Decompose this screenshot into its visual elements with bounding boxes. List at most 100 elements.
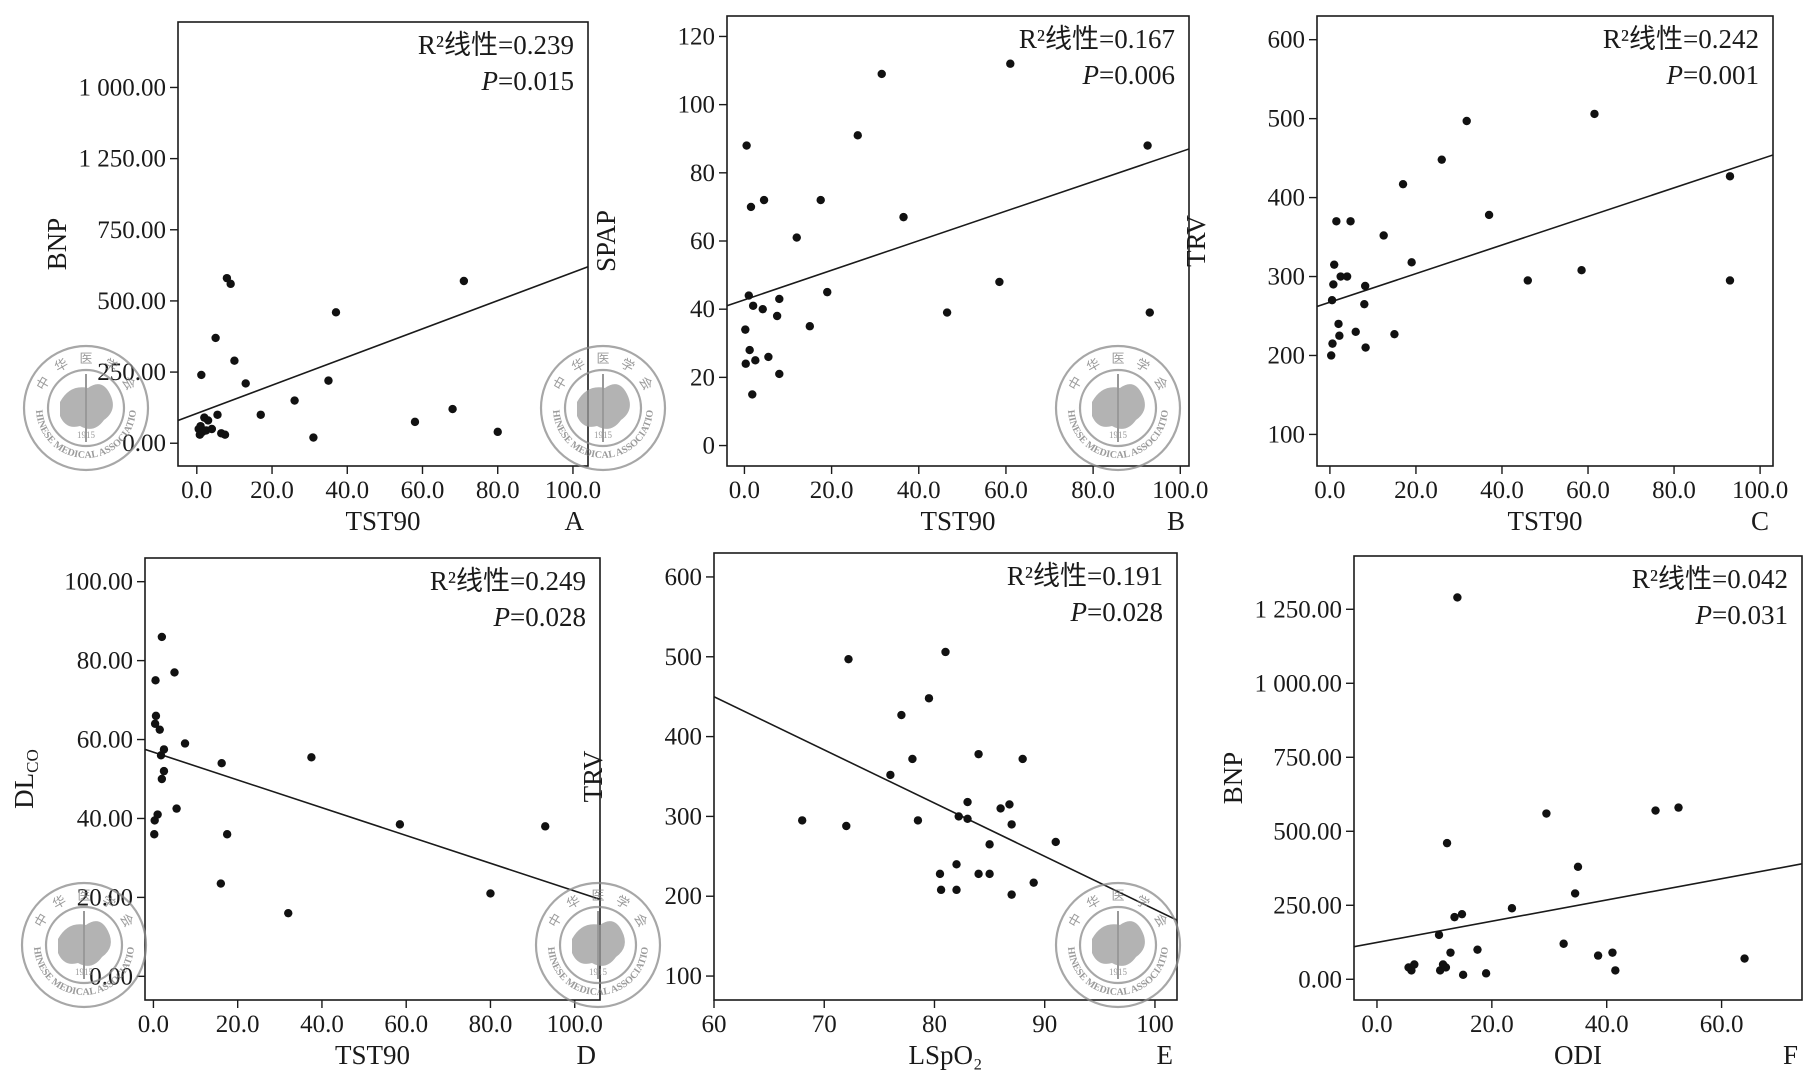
x-tick-label: 80 (922, 1011, 947, 1038)
data-point (908, 754, 917, 764)
data-point (541, 822, 550, 831)
seal-char: 学 (618, 355, 637, 374)
seal-char: 医 (79, 351, 92, 366)
plot-frame (713, 552, 1178, 1001)
panel-label: C (1751, 506, 1769, 536)
regression-line (1354, 863, 1802, 948)
data-point (877, 69, 886, 79)
regression-line (178, 266, 588, 422)
y-tick-label: 200 (1268, 342, 1306, 369)
data-point (150, 830, 159, 839)
y-tick-label: 500.00 (97, 288, 166, 315)
x-axis-title: TST90 (335, 1040, 410, 1070)
data-point (1458, 970, 1468, 980)
data-point (758, 304, 767, 314)
y-tick-label: 0.00 (1298, 966, 1342, 993)
data-point (1336, 272, 1345, 281)
seal-year: 1915 (1109, 430, 1128, 440)
data-point (1360, 299, 1369, 309)
seal-char: 华 (1084, 355, 1103, 374)
seal-char: 中 (545, 911, 564, 930)
seal-char: 中 (550, 374, 569, 393)
chart-panel-a: 0.0 20.0 40.0 60.0 80.0 100.00.00250.00500.00… (42, 21, 601, 536)
x-tick-label: 100 (1136, 1011, 1174, 1038)
data-point (1441, 963, 1451, 972)
panel-label: E (1157, 1040, 1174, 1070)
data-point (853, 131, 862, 140)
data-point (211, 333, 220, 343)
seal-char: 会 (636, 374, 655, 393)
chart-panel-d: 0.0 20.0 40.0 60.0 80.0 100.00.0020.0040.0060… (9, 557, 603, 1070)
y-tick-label: 0.00 (89, 963, 133, 990)
seal-char: 华 (52, 355, 71, 374)
y-tick-label: 300 (665, 803, 703, 830)
data-point (172, 804, 181, 813)
data-point (816, 195, 825, 205)
seal-char: 医 (77, 888, 90, 903)
seal-char: 学 (99, 892, 118, 911)
data-point (1007, 820, 1016, 829)
data-point (493, 427, 502, 437)
y-tick-label: 500 (1268, 106, 1306, 133)
y-tick-label: 300 (1268, 264, 1306, 291)
data-point (748, 390, 757, 399)
data-point (1542, 809, 1551, 818)
data-point (230, 356, 239, 365)
x-tick-label: 100.0 (547, 1011, 603, 1038)
data-point (1457, 909, 1467, 919)
regression-line (727, 148, 1189, 307)
data-point (222, 830, 232, 839)
y-tick-label: 1 000.00 (1255, 670, 1343, 697)
data-point (197, 370, 206, 380)
data-point (290, 396, 299, 405)
x-tick-label: 80.0 (469, 1011, 513, 1038)
x-tick-label: 20.0 (216, 1011, 260, 1038)
y-tick-label: 750.00 (97, 217, 166, 244)
y-tick-label: 60 (690, 228, 715, 255)
x-tick-label: 0.0 (181, 477, 212, 504)
seal-char: 医 (591, 888, 604, 903)
y-axis-title: SPAP (591, 210, 621, 272)
data-point (1437, 155, 1446, 164)
data-point (842, 821, 851, 831)
y-tick-label: 100 (1268, 421, 1306, 448)
x-tick-label: 20.0 (810, 477, 854, 504)
x-tick-label: 70 (812, 1011, 837, 1038)
x-tick-label: 0.0 (138, 1011, 169, 1038)
data-point (1611, 966, 1620, 975)
data-point (1018, 754, 1027, 764)
plot-frame (1353, 555, 1803, 1001)
data-point (1453, 593, 1462, 602)
data-point (805, 322, 815, 331)
data-point (448, 404, 457, 414)
plot-frame (1316, 15, 1774, 467)
y-tick-label: 1 000.00 (79, 74, 167, 101)
data-point (395, 820, 405, 829)
y-tick-label: 100 (665, 963, 703, 990)
data-point (155, 725, 164, 734)
y-tick-label: 20 (690, 364, 715, 391)
data-point (159, 766, 169, 776)
data-point (151, 711, 161, 721)
data-point (942, 308, 952, 317)
x-tick-label: 60 (702, 1011, 727, 1038)
y-tick-label: 500.00 (1273, 818, 1342, 845)
data-point (1410, 960, 1419, 969)
data-point (772, 311, 782, 321)
y-tick-label: 400 (665, 724, 703, 751)
seal-year: 1915 (594, 430, 613, 440)
data-point (1329, 280, 1338, 289)
plot-frame (177, 21, 589, 467)
r-squared-label: R²线性=0.242 (1603, 24, 1759, 54)
x-tick-label: 40.0 (897, 477, 941, 504)
data-point (745, 345, 754, 355)
data-point (151, 676, 160, 685)
data-point (1029, 878, 1038, 887)
y-tick-label: 250.00 (1273, 892, 1342, 919)
seal-year: 1915 (589, 967, 608, 977)
data-point (746, 202, 756, 212)
data-point (844, 654, 853, 664)
data-point (1473, 945, 1482, 954)
data-point (1006, 59, 1015, 68)
data-point (170, 668, 179, 677)
